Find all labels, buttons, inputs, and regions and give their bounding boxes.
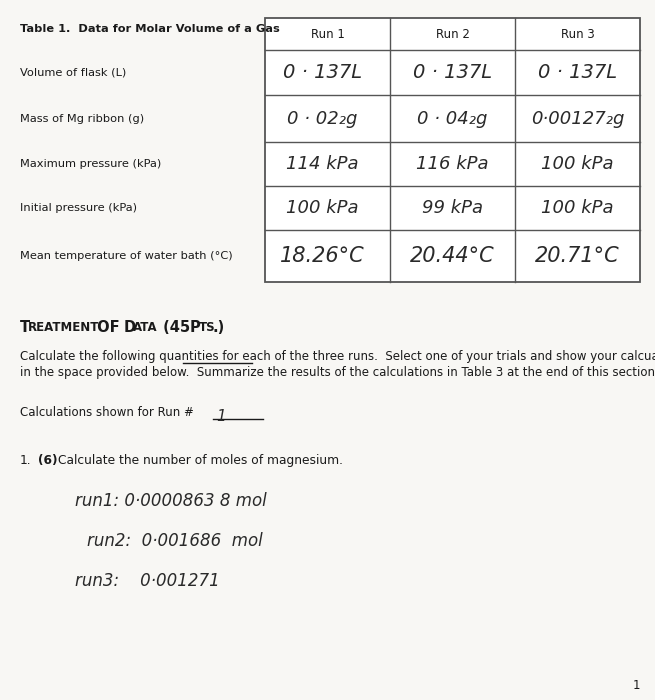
Text: 1.: 1. xyxy=(20,454,31,467)
Text: P: P xyxy=(190,320,200,335)
Text: ATA: ATA xyxy=(133,321,158,334)
Text: in the space provided below.  Summarize the results of the calculations in Table: in the space provided below. Summarize t… xyxy=(20,366,655,379)
Text: Calculations shown for Run #: Calculations shown for Run # xyxy=(20,406,194,419)
Bar xyxy=(265,18,640,282)
Text: Run 1: Run 1 xyxy=(310,27,345,41)
Text: 18.26°C: 18.26°C xyxy=(280,246,365,266)
Text: OF: OF xyxy=(92,320,124,335)
Text: 0 · 137L: 0 · 137L xyxy=(538,63,617,82)
Text: Table 1.  Data for Molar Volume of a Gas: Table 1. Data for Molar Volume of a Gas xyxy=(20,24,280,34)
Text: 0 · 02₂g: 0 · 02₂g xyxy=(288,109,358,127)
Text: Calculate the number of moles of magnesium.: Calculate the number of moles of magnesi… xyxy=(58,454,343,467)
Text: 20.44°C: 20.44°C xyxy=(410,246,495,266)
Text: run2:  0·001686  mol: run2: 0·001686 mol xyxy=(87,532,263,550)
Text: 100 kPa: 100 kPa xyxy=(541,155,614,173)
Text: 99 kPa: 99 kPa xyxy=(422,199,483,217)
Text: TS: TS xyxy=(198,321,215,334)
Text: (6): (6) xyxy=(38,454,58,467)
Text: Mean temperature of water bath (°C): Mean temperature of water bath (°C) xyxy=(20,251,233,261)
Text: 0 · 04₂g: 0 · 04₂g xyxy=(417,109,488,127)
Text: 20.71°C: 20.71°C xyxy=(535,246,620,266)
Text: run3:    0·001271: run3: 0·001271 xyxy=(75,572,219,590)
Text: 114 kPa: 114 kPa xyxy=(286,155,359,173)
Text: 1: 1 xyxy=(633,679,640,692)
Text: T: T xyxy=(20,320,30,335)
Text: Calculate the following quantities for each of the three runs.  Select one of yo: Calculate the following quantities for e… xyxy=(20,350,655,363)
Text: 0 · 137L: 0 · 137L xyxy=(413,63,492,82)
Text: Volume of flask (L): Volume of flask (L) xyxy=(20,67,126,78)
Text: run1: 0·0000863 8 mol: run1: 0·0000863 8 mol xyxy=(75,492,267,510)
Text: Run 3: Run 3 xyxy=(561,27,594,41)
Text: Initial pressure (kPa): Initial pressure (kPa) xyxy=(20,203,137,213)
Text: 1: 1 xyxy=(216,409,226,424)
Text: 100 kPa: 100 kPa xyxy=(286,199,359,217)
Text: 100 kPa: 100 kPa xyxy=(541,199,614,217)
Text: .): .) xyxy=(212,320,224,335)
Text: 116 kPa: 116 kPa xyxy=(416,155,489,173)
Text: 0·00127₂g: 0·00127₂g xyxy=(531,109,624,127)
Text: Run 2: Run 2 xyxy=(436,27,470,41)
Text: REATMENT: REATMENT xyxy=(28,321,100,334)
Text: (45: (45 xyxy=(158,320,195,335)
Text: Maximum pressure (kPa): Maximum pressure (kPa) xyxy=(20,159,161,169)
Text: 0 · 137L: 0 · 137L xyxy=(283,63,362,82)
Text: Mass of Mg ribbon (g): Mass of Mg ribbon (g) xyxy=(20,113,144,123)
Text: D: D xyxy=(124,320,136,335)
